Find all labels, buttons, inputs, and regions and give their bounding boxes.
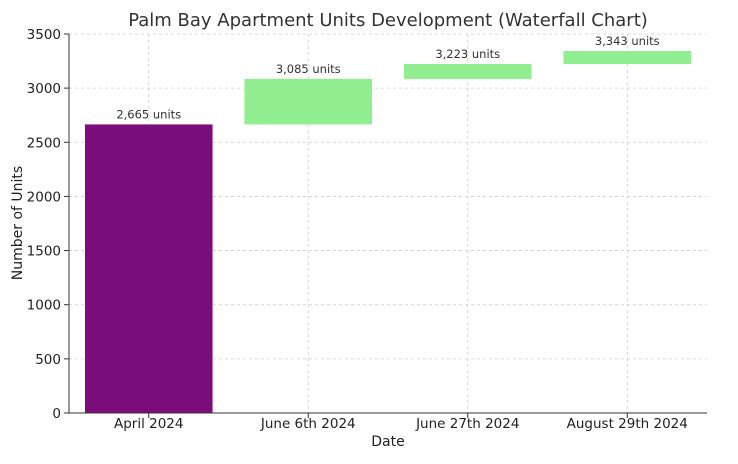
- x-tick-labels: April 2024 June 6th 2024 June 27th 2024 Aug…: [114, 416, 688, 432]
- y-tick-label: 1000: [27, 298, 61, 314]
- grid-lines: [69, 33, 707, 413]
- data-labels: 2,665 units 3,085 units 3,223 units 3,343 u…: [116, 34, 659, 121]
- x-axis-label: Date: [371, 434, 404, 450]
- y-tick-label: 3000: [27, 81, 61, 97]
- y-tick-label: 1500: [27, 244, 61, 260]
- y-tick-label: 2000: [27, 189, 61, 205]
- data-label: 3,343 units: [595, 34, 660, 48]
- data-label: 2,665 units: [116, 107, 181, 121]
- x-tick-label: June 27th 2024: [415, 416, 519, 432]
- x-tick-label: June 6th 2024: [260, 416, 356, 432]
- y-tick-label: 3500: [27, 27, 61, 43]
- bar-4: [563, 51, 692, 64]
- bars: [84, 51, 692, 413]
- y-tick-label: 0: [52, 406, 61, 422]
- data-label: 3,085 units: [276, 62, 341, 76]
- x-tick-label: August 29th 2024: [567, 416, 688, 432]
- y-axis-label: Number of Units: [10, 166, 26, 280]
- chart-title: Palm Bay Apartment Units Development (Wa…: [128, 10, 648, 31]
- bar-3: [403, 63, 532, 79]
- y-tick-label: 2500: [27, 135, 61, 151]
- y-tick-label: 500: [35, 352, 61, 368]
- bar-1: [84, 124, 213, 413]
- x-tick-label: April 2024: [114, 416, 184, 432]
- data-label: 3,223 units: [435, 47, 500, 61]
- y-tick-labels: 0 500 1000 1500 2000 2500 3000 3500: [27, 27, 61, 422]
- bar-2: [244, 78, 373, 125]
- axes: [64, 33, 707, 418]
